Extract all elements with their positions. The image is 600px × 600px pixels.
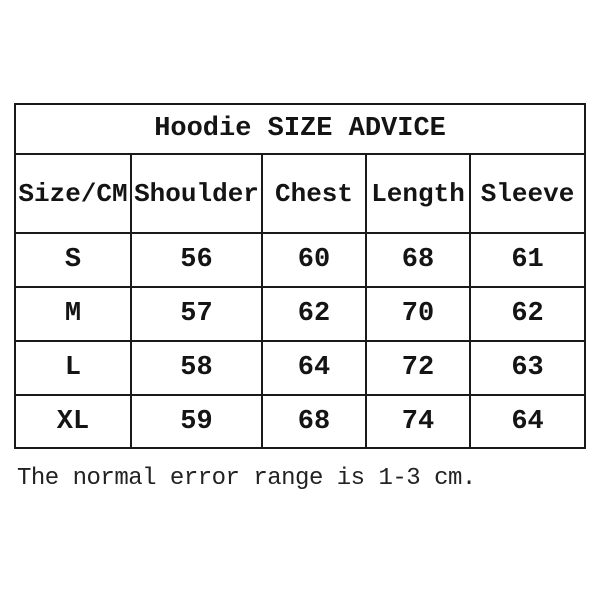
table-row-s: S 56 60 68 61 <box>14 232 587 288</box>
length-value-cell: 70 <box>365 286 471 342</box>
shoulder-value-cell: 57 <box>130 286 263 342</box>
column-header-sleeve: Sleeve <box>468 153 587 234</box>
sleeve-value-cell: 62 <box>468 286 587 342</box>
shoulder-value-cell: 58 <box>130 340 263 396</box>
size-label-cell: XL <box>14 394 132 449</box>
table-row-l: L 58 64 72 63 <box>14 340 587 396</box>
length-value-cell: 74 <box>365 394 471 449</box>
table-row-m: M 57 62 70 62 <box>14 286 587 342</box>
column-header-shoulder: Shoulder <box>130 153 263 234</box>
error-range-note: The normal error range is 1-3 cm. <box>17 465 476 492</box>
sleeve-value-cell: 61 <box>468 232 587 288</box>
chest-value-cell: 62 <box>261 286 367 342</box>
table-title: Hoodie SIZE ADVICE <box>13 103 587 155</box>
sleeve-value-cell: 63 <box>468 340 587 396</box>
column-header-size-cm: Size/CM <box>14 153 132 234</box>
size-label-cell: M <box>14 286 132 342</box>
chest-value-cell: 64 <box>261 340 367 396</box>
size-label-cell: L <box>14 340 132 396</box>
table-title-row: Hoodie SIZE ADVICE <box>13 103 587 155</box>
chest-value-cell: 68 <box>261 394 367 449</box>
chest-value-cell: 60 <box>261 232 367 288</box>
table-row-xl: XL 59 68 74 64 <box>14 394 587 449</box>
column-header-chest: Chest <box>261 153 367 234</box>
size-chart-table: Hoodie SIZE ADVICE Size/CM Shoulder Ches… <box>13 103 587 449</box>
length-value-cell: 72 <box>365 340 471 396</box>
length-value-cell: 68 <box>365 232 471 288</box>
shoulder-value-cell: 59 <box>130 394 263 449</box>
shoulder-value-cell: 56 <box>130 232 263 288</box>
table-header-row: Size/CM Shoulder Chest Length Sleeve <box>14 153 587 234</box>
column-header-length: Length <box>365 153 471 234</box>
sleeve-value-cell: 64 <box>468 394 587 449</box>
size-label-cell: S <box>14 232 132 288</box>
